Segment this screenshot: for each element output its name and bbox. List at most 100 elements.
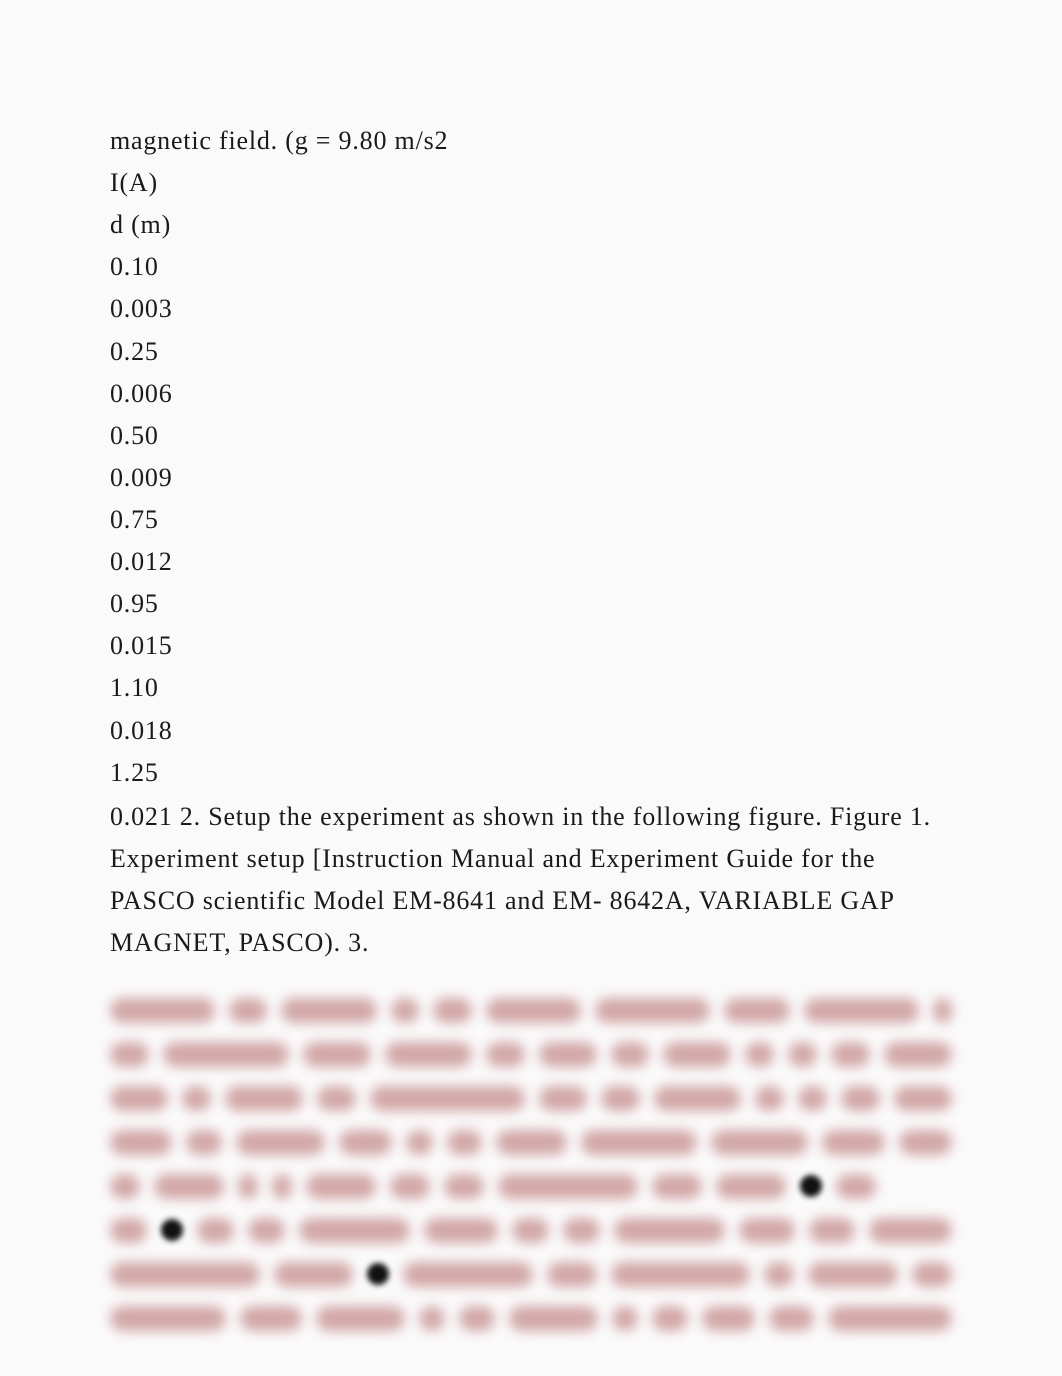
redacted-segment: [894, 1086, 952, 1111]
redacted-segment: [154, 1174, 224, 1199]
current-value: 1.25: [110, 752, 952, 794]
redacted-segment: [316, 1306, 405, 1331]
redacted-segment: [581, 1130, 697, 1155]
current-value: 0.95: [110, 583, 952, 625]
redacted-segment: [498, 1174, 638, 1199]
redacted-segment: [739, 1218, 795, 1243]
redacted-segment: [240, 1306, 302, 1331]
redacted-segment: [788, 1042, 817, 1067]
redacted-segment: [912, 1262, 952, 1287]
redacted-segment: [884, 1042, 952, 1067]
redacted-segment: [652, 1306, 688, 1331]
redacted-segment: [764, 1262, 794, 1287]
redacted-segment: [272, 1174, 292, 1199]
redacted-segment: [110, 1130, 172, 1155]
current-value: 1.10: [110, 667, 952, 709]
redacted-segment: [809, 1218, 855, 1243]
redacted-segment: [110, 1262, 260, 1287]
redacted-segment: [654, 1086, 741, 1111]
redacted-segment: [769, 1306, 813, 1331]
setup-paragraph: 0.021 2. Setup the experiment as shown i…: [110, 796, 952, 964]
redacted-segment: [822, 1130, 884, 1155]
table-header-current: I(A): [110, 162, 952, 204]
redacted-segment: [512, 1218, 549, 1243]
current-value: 0.75: [110, 499, 952, 541]
redacted-block: [110, 990, 952, 1338]
redacted-segment: [385, 1042, 472, 1067]
redacted-line: [110, 1078, 952, 1118]
redacted-segment: [303, 1042, 371, 1067]
redacted-segment: [229, 998, 267, 1023]
redacted-segment: [486, 1042, 525, 1067]
redacted-segment: [716, 1174, 786, 1199]
redacted-segment: [601, 1086, 640, 1111]
redacted-dot-icon: [161, 1219, 183, 1241]
redacted-segment: [711, 1130, 809, 1155]
redacted-segment: [652, 1174, 702, 1199]
redacted-segment: [110, 998, 215, 1023]
redacted-segment: [197, 1218, 234, 1243]
redacted-segment: [745, 1042, 774, 1067]
redacted-segment: [798, 1086, 827, 1111]
redacted-segment: [702, 1306, 755, 1331]
redacted-segment: [182, 1086, 211, 1111]
redacted-segment: [339, 1130, 392, 1155]
redacted-segment: [370, 1086, 525, 1111]
redacted-segment: [317, 1086, 356, 1111]
redacted-segment: [406, 1130, 433, 1155]
redacted-segment: [899, 1130, 952, 1155]
redacted-segment: [539, 1042, 597, 1067]
redacted-segment: [225, 1086, 303, 1111]
redacted-segment: [808, 1262, 898, 1287]
redacted-segment: [274, 1262, 354, 1287]
redacted-segment: [419, 1306, 446, 1331]
redacted-segment: [804, 998, 919, 1023]
distance-value: 0.009: [110, 457, 952, 499]
redacted-segment: [110, 1306, 226, 1331]
redacted-segment: [563, 1218, 600, 1243]
redacted-segment: [163, 1042, 289, 1067]
redacted-segment: [281, 998, 376, 1023]
redacted-segment: [595, 998, 710, 1023]
redacted-segment: [547, 1262, 597, 1287]
redacted-segment: [236, 1130, 325, 1155]
redacted-segment: [110, 1174, 140, 1199]
redacted-segment: [424, 1218, 498, 1243]
redacted-segment: [539, 1086, 587, 1111]
redacted-segment: [299, 1218, 410, 1243]
intro-line: magnetic field. (g = 9.80 m/s2: [110, 120, 952, 162]
redacted-segment: [611, 1042, 650, 1067]
distance-value: 0.003: [110, 288, 952, 330]
redacted-line: [110, 1034, 952, 1074]
redacted-segment: [724, 998, 791, 1023]
redacted-segment: [238, 1174, 258, 1199]
redacted-segment: [509, 1306, 598, 1331]
redacted-line: [110, 1122, 952, 1162]
redacted-segment: [390, 1174, 430, 1199]
redacted-segment: [611, 1262, 751, 1287]
distance-value: 0.012: [110, 541, 952, 583]
redacted-dot-icon: [367, 1263, 389, 1285]
redacted-segment: [663, 1042, 731, 1067]
redacted-segment: [486, 998, 581, 1023]
redacted-segment: [933, 998, 952, 1023]
redacted-segment: [836, 1174, 876, 1199]
redacted-segment: [828, 1306, 952, 1331]
redacted-line: [110, 1210, 952, 1250]
redacted-segment: [841, 1086, 880, 1111]
redacted-segment: [248, 1218, 285, 1243]
redacted-segment: [391, 998, 420, 1023]
redacted-dot-icon: [800, 1175, 822, 1197]
redacted-segment: [186, 1130, 222, 1155]
redacted-segment: [306, 1174, 376, 1199]
data-table-rows: 0.100.0030.250.0060.500.0090.750.0120.95…: [110, 246, 952, 793]
redacted-segment: [110, 1218, 147, 1243]
distance-value: 0.018: [110, 710, 952, 752]
redacted-segment: [614, 1218, 725, 1243]
current-value: 0.25: [110, 331, 952, 373]
redacted-segment: [612, 1306, 639, 1331]
distance-value: 0.006: [110, 373, 952, 415]
redacted-segment: [755, 1086, 784, 1111]
distance-value: 0.015: [110, 625, 952, 667]
redacted-line: [110, 1298, 952, 1338]
